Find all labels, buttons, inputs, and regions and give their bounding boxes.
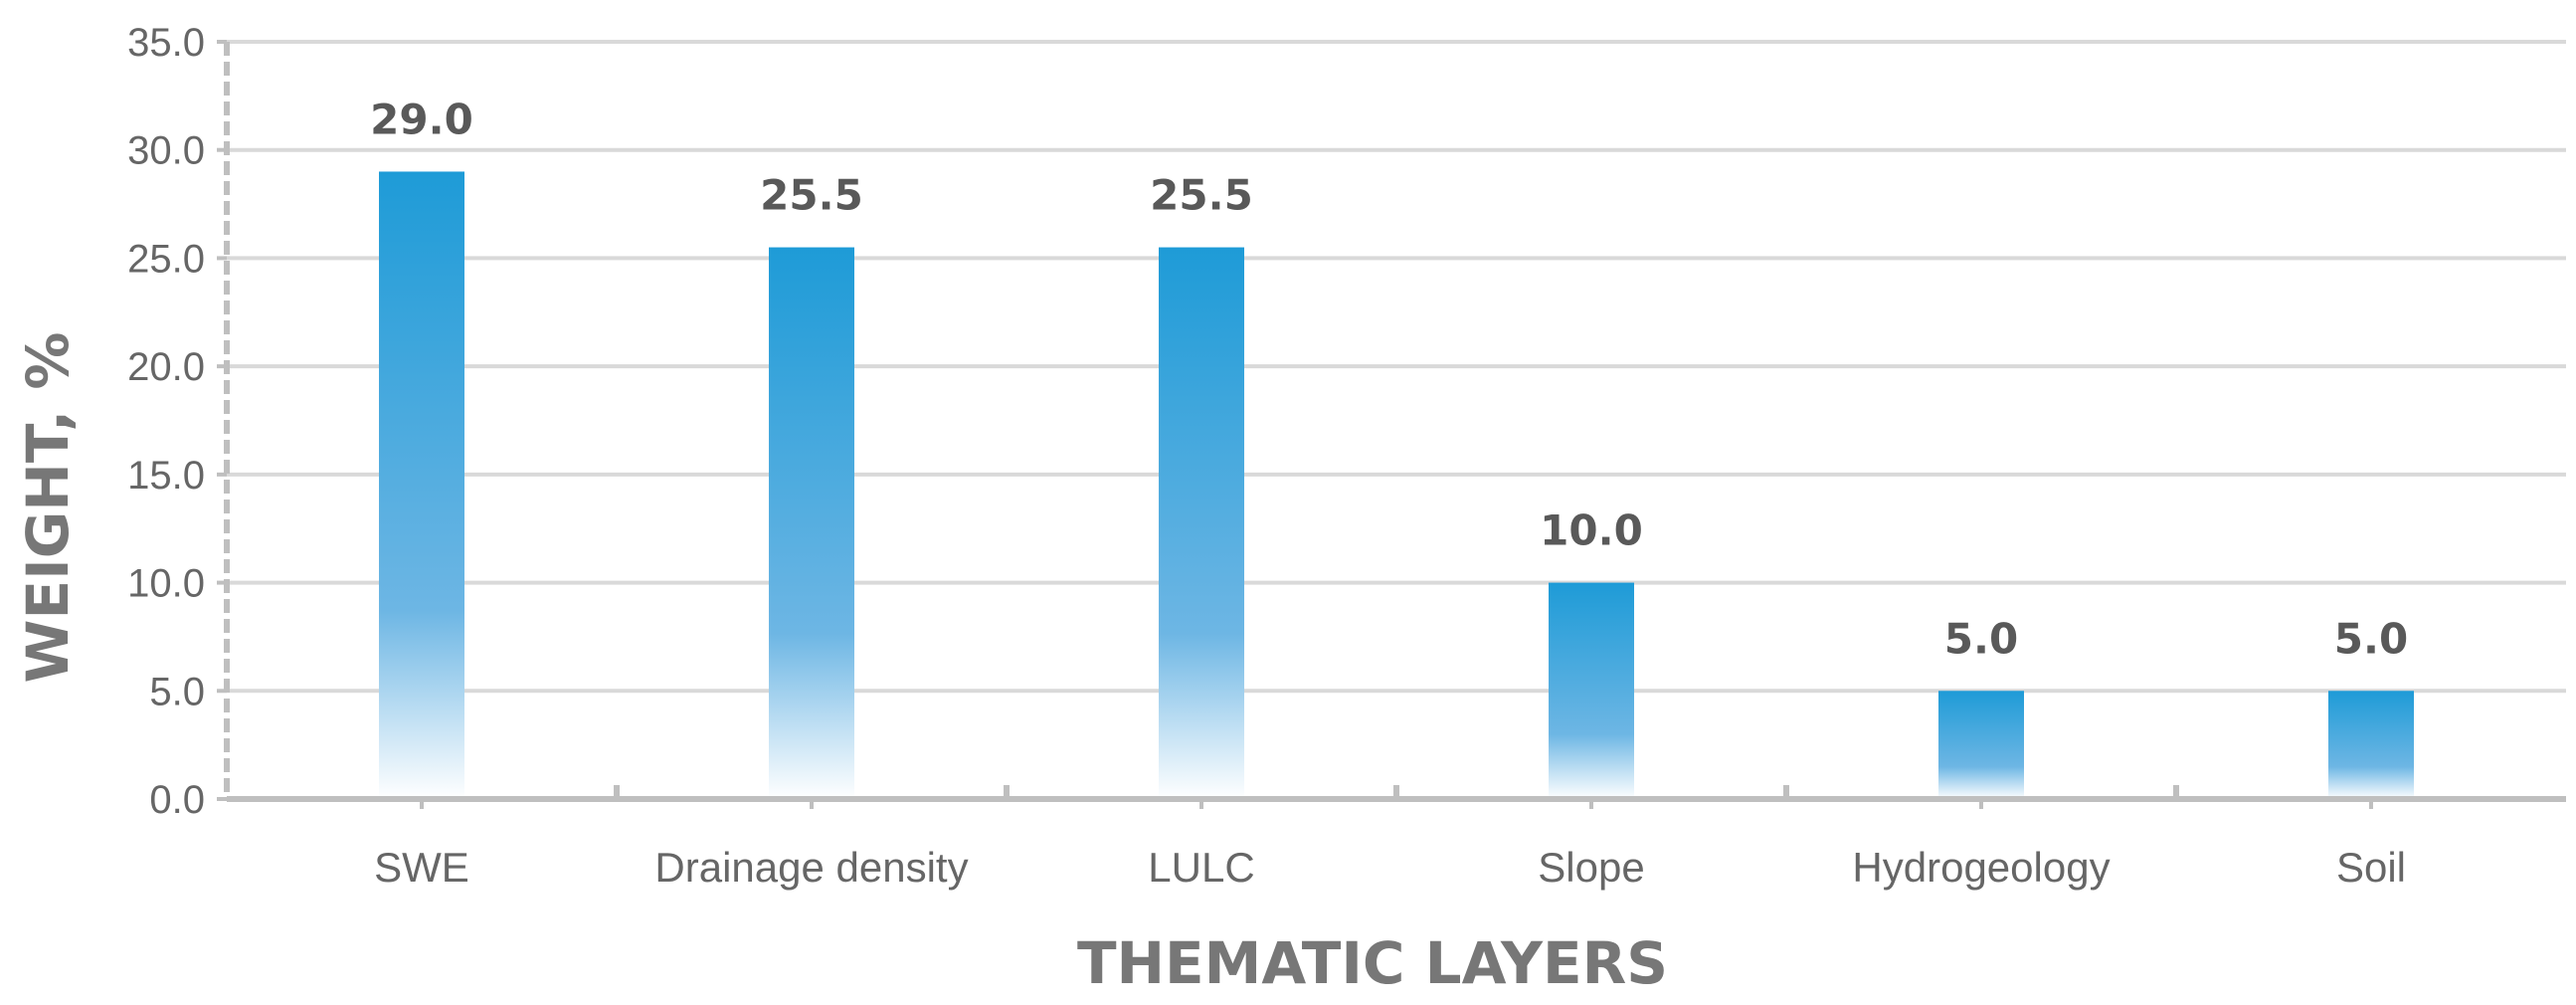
y-tick-label: 0.0 <box>149 778 205 822</box>
data-label: 29.0 <box>370 95 473 143</box>
x-tick-label: SWE <box>374 844 469 891</box>
bar-slope <box>1549 582 1634 799</box>
y-axis-title: WEIGHT, % <box>14 332 82 684</box>
bar-swe <box>379 171 464 799</box>
data-label: 5.0 <box>2334 614 2408 663</box>
axes <box>217 40 2566 809</box>
y-tick-label: 15.0 <box>127 454 205 498</box>
labels: 0.0 5.0 10.0 15.0 20.0 25.0 30.0 35.0 29.0 SWE 25.… <box>127 21 2408 891</box>
data-label: 25.5 <box>760 171 863 220</box>
x-axis-title: THEMATIC LAYERS <box>1077 929 1668 997</box>
bar-hydrogeology <box>1938 691 2024 799</box>
x-tick-label: Hydrogeology <box>1852 844 2110 891</box>
y-tick-label: 30.0 <box>127 129 205 173</box>
y-tick-label: 35.0 <box>127 21 205 65</box>
bar-soil <box>2328 691 2414 799</box>
y-tick-label: 5.0 <box>149 670 205 713</box>
bar-drainage-density <box>769 247 854 800</box>
x-tick-label: Soil <box>2336 844 2406 891</box>
x-tick-label: Slope <box>1538 844 1644 891</box>
y-tick-label: 10.0 <box>127 562 205 606</box>
data-label: 10.0 <box>1540 506 1643 555</box>
y-tick-label: 25.0 <box>127 237 205 281</box>
data-label: 25.5 <box>1150 171 1253 220</box>
bars <box>379 171 2414 800</box>
x-tick-label: LULC <box>1148 844 1254 891</box>
bar-lulc <box>1159 247 1244 800</box>
data-label: 5.0 <box>1944 614 2018 663</box>
y-tick-label: 20.0 <box>127 345 205 389</box>
x-tick-label: Drainage density <box>654 844 968 891</box>
gridlines <box>227 40 2566 694</box>
